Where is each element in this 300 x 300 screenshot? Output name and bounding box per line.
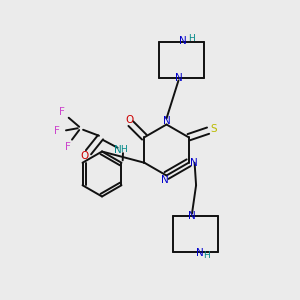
Text: H: H [203, 250, 210, 260]
Text: O: O [125, 115, 134, 125]
Text: N: N [190, 158, 198, 168]
Text: N: N [114, 145, 122, 154]
Text: F: F [65, 142, 71, 152]
Text: N: N [179, 36, 187, 46]
Text: S: S [210, 124, 217, 134]
Text: N: N [175, 73, 182, 83]
Text: N: N [196, 248, 203, 258]
Text: N: N [161, 175, 169, 185]
Text: H: H [188, 34, 194, 43]
Text: N: N [163, 116, 170, 126]
Text: O: O [80, 151, 88, 161]
Text: F: F [54, 126, 60, 136]
Text: N: N [188, 211, 196, 221]
Text: H: H [120, 145, 127, 154]
Text: F: F [59, 107, 65, 117]
